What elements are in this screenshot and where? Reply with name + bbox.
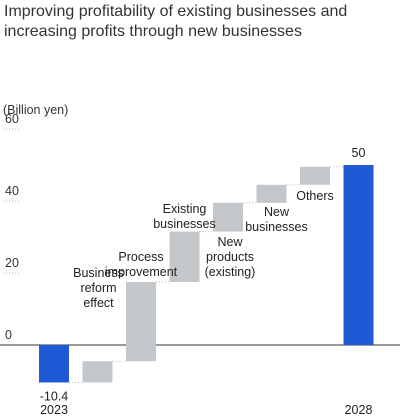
value-label: 50 (352, 146, 366, 160)
category-label-line: Existing (163, 202, 207, 216)
category-label-line: reform (80, 281, 116, 295)
waterfall-bar (169, 231, 200, 282)
y-tick-label: 40 (5, 184, 19, 198)
category-label-line: New (217, 235, 243, 249)
category-label-line: products (206, 250, 254, 264)
y-tick-label: 0 (5, 328, 12, 342)
category-label-line: Business (73, 266, 124, 280)
category-label-line: effect (83, 296, 114, 310)
chart-title: Improving profitability of existing busi… (4, 2, 396, 42)
waterfall-bar (343, 165, 374, 345)
category-label-line: New (264, 205, 290, 219)
x-tick-label: 2023 (40, 403, 68, 417)
y-tick-label: 20 (5, 256, 19, 270)
waterfall-bar (126, 282, 156, 362)
waterfall-bar (82, 361, 113, 383)
category-label-line: Others (296, 189, 334, 203)
chart-title-line-2: increasing profits through new businesse… (4, 23, 302, 40)
connector-group (69, 166, 344, 383)
bar-group (39, 165, 374, 383)
waterfall-bar (300, 166, 330, 185)
unit-label: (Billion yen) (3, 103, 68, 117)
y-tick-group: 0 20 40 60 (3, 112, 19, 342)
chart-title-line-1: Improving profitability of existing busi… (4, 3, 348, 20)
waterfall-bar (213, 202, 243, 232)
category-label-line: businesses (245, 220, 308, 234)
value-label: -10.4 (40, 389, 69, 403)
waterfall-bar (39, 345, 69, 383)
y-tick-label: 60 (5, 112, 19, 126)
x-tick-label: 2028 (345, 403, 373, 417)
waterfall-bar (256, 184, 287, 203)
category-label-line: improvement (105, 265, 178, 279)
category-label-line: (existing) (205, 265, 256, 279)
category-label-line: Process (118, 250, 163, 264)
category-label-line: businesses (153, 217, 216, 231)
